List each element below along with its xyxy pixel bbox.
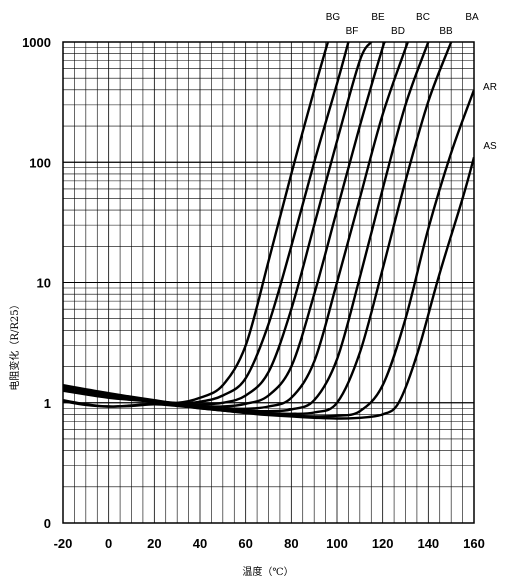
x-tick-label: 0	[105, 536, 112, 551]
series-label-bb: BB	[439, 26, 453, 37]
plot-frame	[62, 41, 475, 524]
series-label-ar: AR	[483, 82, 497, 93]
series-labels: BG BF BE BD BC BB BA AR AS	[326, 12, 497, 152]
x-tick-label: 160	[463, 536, 485, 551]
grid	[62, 41, 475, 524]
x-tick-label: 120	[372, 536, 394, 551]
series-label-bc: BC	[416, 12, 430, 23]
series-label-be: BE	[371, 12, 385, 23]
series-line-bf	[63, 42, 350, 405]
series-line-bc	[63, 42, 409, 411]
y-tick-label: 100	[29, 155, 51, 170]
series-label-bd: BD	[391, 26, 405, 37]
y-axis-label: 电阻变化（R/R25）	[8, 299, 21, 390]
y-tick-label: 1	[44, 396, 51, 411]
x-tick-label: 140	[417, 536, 439, 551]
series-line-bg	[63, 42, 330, 405]
series-label-bg: BG	[326, 12, 341, 23]
series-label-as: AS	[483, 141, 497, 152]
y-tick-label: 10	[37, 276, 51, 291]
series-line-be	[63, 42, 373, 406]
x-tick-label: -20	[54, 536, 73, 551]
x-tick-label: 20	[147, 536, 161, 551]
x-tick-label: 80	[284, 536, 298, 551]
x-axis-label: 温度（℃）	[242, 565, 293, 578]
y-tick-label: 0	[44, 516, 51, 531]
y-tick-label: 1000	[22, 35, 51, 50]
x-tick-label: 100	[326, 536, 348, 551]
x-tick-labels: -20 0 20 40 60 80 100 120 140 160	[54, 536, 485, 551]
series-label-bf: BF	[346, 26, 359, 37]
series-line-as	[63, 156, 474, 420]
curves	[63, 42, 474, 420]
x-tick-label: 60	[238, 536, 252, 551]
y-tick-labels: 0 1 10 100 1000	[22, 35, 51, 531]
series-label-ba: BA	[465, 12, 479, 23]
x-tick-label: 40	[193, 536, 207, 551]
